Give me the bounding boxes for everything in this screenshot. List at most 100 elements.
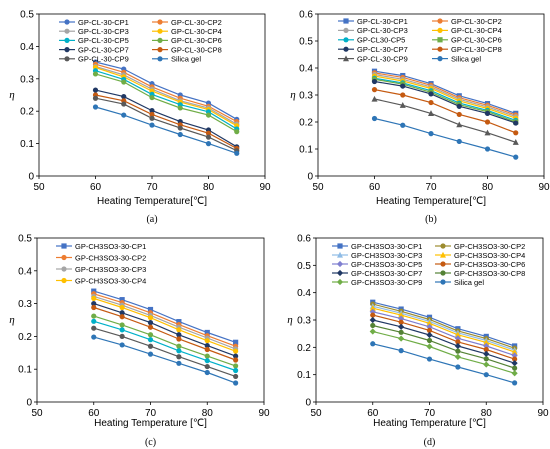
data-point bbox=[483, 361, 490, 368]
x-tick-label: 70 bbox=[146, 182, 158, 193]
data-point bbox=[149, 94, 155, 101]
legend-swatch-marker bbox=[337, 243, 343, 249]
data-point bbox=[204, 329, 210, 336]
legend-entry: GP-CL-30-CP3 bbox=[338, 26, 408, 35]
legend-label: GP-CL-30-CP1 bbox=[78, 18, 129, 27]
series-1 bbox=[91, 288, 239, 345]
series-9 bbox=[371, 95, 519, 145]
legend-entry: GP-CL-30-CP4 bbox=[432, 26, 502, 35]
legend-label: GP-CL-30-CP9 bbox=[357, 54, 408, 63]
legend-label: GP-CL-30-CP8 bbox=[171, 45, 222, 54]
legend-swatch-marker bbox=[437, 37, 443, 43]
data-point bbox=[512, 365, 518, 371]
legend-swatch-marker bbox=[440, 243, 446, 249]
legend-label: GP-CH3SO3-30-CP1 bbox=[351, 242, 422, 251]
y-tick-label: 0 bbox=[305, 398, 311, 409]
data-point bbox=[176, 336, 182, 342]
y-tick-label: 0 bbox=[26, 398, 32, 409]
series-7 bbox=[91, 313, 239, 369]
data-point bbox=[121, 79, 127, 85]
legend-label: GP-CH3SO3-30-CP5 bbox=[351, 260, 422, 269]
legend-swatch-marker bbox=[61, 277, 67, 284]
data-point bbox=[456, 111, 462, 118]
series-8 bbox=[370, 322, 518, 371]
legend-entry: GP-CH3SO3-30-CP5 bbox=[332, 260, 422, 269]
series-8 bbox=[92, 92, 240, 152]
legend-entry: GP-CH3SO3-30-CP3 bbox=[56, 265, 146, 274]
data-point bbox=[119, 342, 125, 348]
data-point bbox=[233, 348, 239, 354]
series-line bbox=[374, 77, 516, 121]
y-axis-label: η bbox=[290, 89, 295, 101]
series-line bbox=[374, 98, 516, 143]
data-point bbox=[177, 125, 183, 131]
x-axis-label: Heating Temperature[℃] bbox=[376, 196, 486, 207]
data-point bbox=[176, 327, 182, 333]
legend-swatch-marker bbox=[157, 47, 163, 53]
panel-label: (d) bbox=[424, 437, 436, 448]
x-tick-label: 50 bbox=[31, 408, 43, 419]
data-point bbox=[371, 78, 378, 85]
data-point bbox=[91, 318, 97, 324]
data-point bbox=[234, 129, 240, 135]
data-point bbox=[91, 288, 97, 294]
data-point bbox=[233, 339, 239, 345]
data-point bbox=[233, 373, 239, 380]
data-point bbox=[119, 297, 125, 303]
data-point bbox=[91, 301, 97, 307]
series-line bbox=[374, 70, 516, 114]
series-line bbox=[93, 293, 236, 347]
legend-swatch-marker bbox=[437, 46, 443, 52]
data-point bbox=[91, 313, 97, 319]
data-point bbox=[400, 83, 406, 89]
legend-swatch-marker bbox=[64, 56, 70, 62]
data-point bbox=[205, 141, 212, 147]
legend-label: GP-CH3SO3-30-CP9 bbox=[351, 278, 422, 287]
data-point bbox=[426, 331, 433, 339]
y-tick-label: 0.2 bbox=[18, 332, 32, 343]
legend-swatch-marker bbox=[64, 47, 70, 53]
series-line bbox=[372, 303, 515, 349]
x-axis-label: Heating Temperature [℃] bbox=[94, 418, 207, 429]
data-point bbox=[512, 380, 518, 386]
legend-label: GP-CL-30-CP7 bbox=[78, 45, 129, 54]
data-point bbox=[456, 138, 462, 145]
legend-label: GP-CL-30-CP3 bbox=[357, 26, 408, 35]
data-point bbox=[512, 356, 518, 362]
data-point bbox=[204, 338, 210, 344]
series-line bbox=[372, 301, 515, 347]
x-tick-label: 80 bbox=[482, 182, 494, 193]
y-tick-label: 0.2 bbox=[297, 343, 311, 354]
legend-swatch-marker bbox=[157, 56, 163, 62]
data-point bbox=[456, 103, 462, 109]
panel-label: (c) bbox=[145, 437, 156, 448]
series-9 bbox=[92, 95, 240, 154]
series-4 bbox=[92, 64, 240, 129]
y-axis-label: η bbox=[287, 314, 292, 326]
series-6 bbox=[92, 71, 240, 135]
legend-entry: Silica gel bbox=[432, 54, 481, 63]
data-point bbox=[484, 110, 491, 116]
series-line bbox=[95, 106, 237, 154]
data-point bbox=[398, 311, 405, 318]
x-tick-label: 60 bbox=[90, 182, 102, 193]
data-point bbox=[369, 316, 376, 324]
legend-label: GP-CL-30-CP5 bbox=[78, 36, 129, 45]
y-tick-label: 0.4 bbox=[297, 288, 311, 299]
legend-label: GP-CH3SO3-30-CP3 bbox=[351, 251, 422, 260]
panel-label: (a) bbox=[146, 214, 157, 225]
data-point bbox=[147, 306, 154, 313]
series-line bbox=[95, 89, 238, 148]
series-line bbox=[372, 343, 515, 384]
y-tick-label: 0.1 bbox=[20, 139, 34, 150]
data-point bbox=[428, 99, 434, 106]
legend-label: GP-CH3SO3-30-CP4 bbox=[454, 251, 525, 260]
legend-label: Silica gel bbox=[451, 54, 481, 63]
x-tick-label: 90 bbox=[259, 182, 271, 193]
y-tick-label: 0.4 bbox=[20, 42, 34, 53]
series-line bbox=[372, 319, 515, 364]
data-point bbox=[121, 101, 127, 107]
series-10 bbox=[370, 341, 518, 386]
legend-label: GP-CL-30-CP2 bbox=[171, 18, 222, 27]
